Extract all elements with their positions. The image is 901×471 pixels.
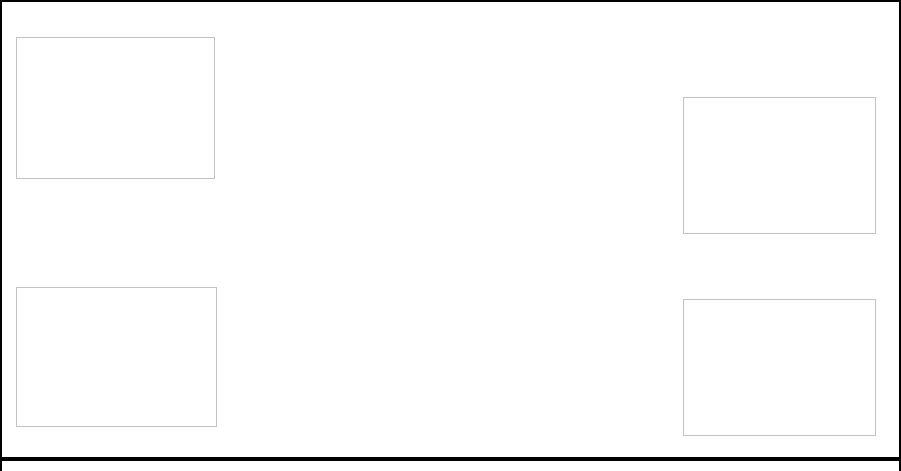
sensorgram-bottom-right xyxy=(683,299,876,436)
bottom-rule xyxy=(2,457,899,461)
sensorgram-bottom-left xyxy=(16,287,217,427)
sensorgram-top-right xyxy=(683,97,876,234)
sensorgram-top-left xyxy=(16,37,215,179)
